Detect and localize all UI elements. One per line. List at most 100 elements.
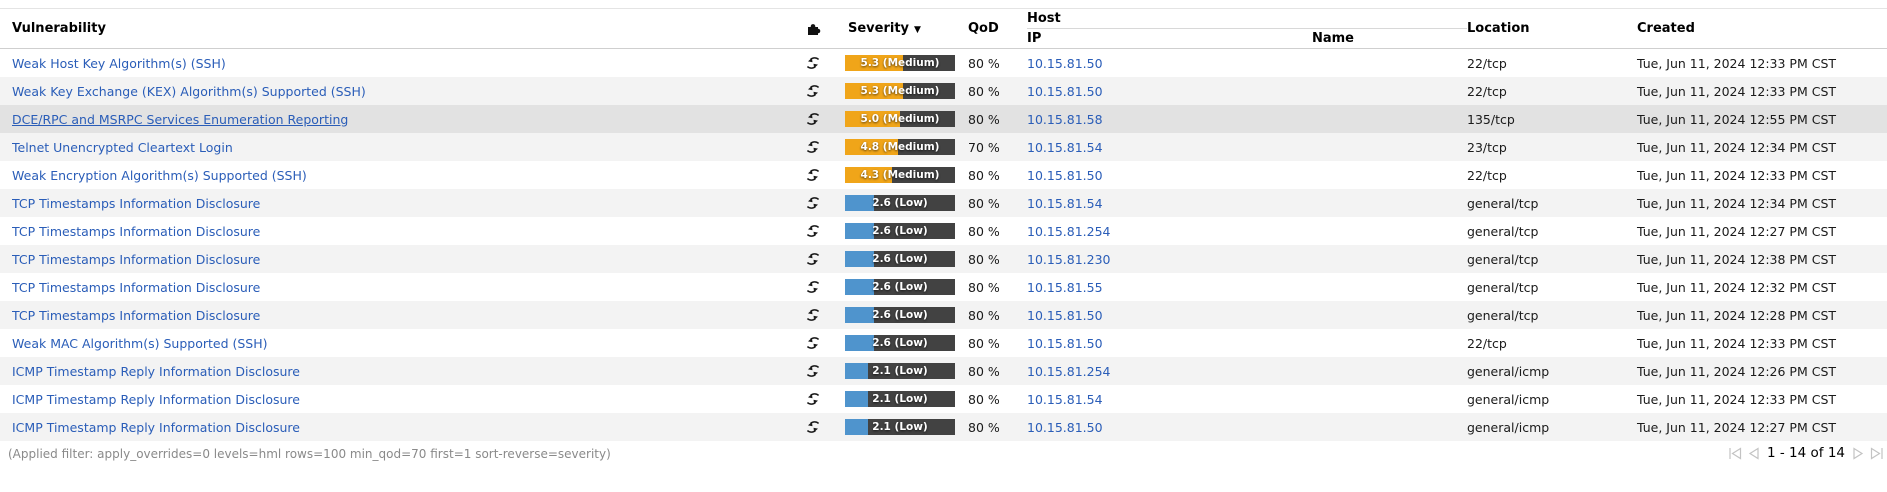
created-value: Tue, Jun 11, 2024 12:27 PM CST	[1637, 223, 1837, 239]
column-header-name[interactable]: Name	[1311, 30, 1354, 46]
qod-value: 80 %	[968, 111, 1000, 127]
host-ip-link[interactable]: 10.15.81.254	[1027, 363, 1111, 379]
location-value: general/tcp	[1467, 307, 1539, 323]
vulnerability-link[interactable]: Weak Key Exchange (KEX) Algorithm(s) Sup…	[12, 83, 366, 99]
host-name-value	[1199, 49, 1467, 77]
severity-bar-fill	[845, 251, 874, 267]
previous-page-icon[interactable]	[1746, 446, 1761, 461]
host-ip-link[interactable]: 10.15.81.50	[1027, 419, 1103, 435]
vulnerability-link[interactable]: TCP Timestamps Information Disclosure	[12, 279, 261, 295]
severity-bar-label: 5.0 (Medium)	[860, 113, 940, 125]
solution-type-workaround-icon	[805, 279, 821, 295]
pagination: 1 - 14 of 14	[1727, 445, 1885, 461]
results-table: Vulnerability Severity ▼ QoD Host IP Nam…	[0, 8, 1887, 441]
severity-bar-label: 2.6 (Low)	[872, 253, 928, 265]
host-ip-link[interactable]: 10.15.81.58	[1027, 111, 1103, 127]
host-ip-link[interactable]: 10.15.81.54	[1027, 391, 1103, 407]
vulnerability-link[interactable]: ICMP Timestamp Reply Information Disclos…	[12, 363, 300, 379]
qod-value: 70 %	[968, 139, 1000, 155]
vulnerability-link[interactable]: Telnet Unencrypted Cleartext Login	[12, 139, 233, 155]
column-header-ip[interactable]: IP	[1027, 30, 1042, 46]
qod-value: 80 %	[968, 307, 1000, 323]
created-value: Tue, Jun 11, 2024 12:33 PM CST	[1637, 55, 1837, 71]
column-header-qod[interactable]: QoD	[968, 21, 999, 36]
severity-bar-fill	[845, 195, 874, 211]
severity-bar: 4.8 (Medium)	[845, 139, 955, 155]
severity-bar-fill	[845, 279, 874, 295]
column-header-created[interactable]: Created	[1637, 21, 1695, 36]
last-page-icon[interactable]	[1868, 446, 1885, 461]
host-ip-link[interactable]: 10.15.81.50	[1027, 55, 1103, 71]
qod-value: 80 %	[968, 335, 1000, 351]
created-value: Tue, Jun 11, 2024 12:32 PM CST	[1637, 279, 1837, 295]
table-row: TCP Timestamps Information Disclosure 2.…	[0, 245, 1887, 273]
column-header-host-group: Host IP Name	[1027, 9, 1467, 48]
host-ip-link[interactable]: 10.15.81.230	[1027, 251, 1111, 267]
created-value: Tue, Jun 11, 2024 12:28 PM CST	[1637, 307, 1837, 323]
host-ip-link[interactable]: 10.15.81.50	[1027, 307, 1103, 323]
host-name-value	[1199, 413, 1467, 441]
solution-type-workaround-icon	[805, 139, 821, 155]
location-value: 22/tcp	[1467, 167, 1507, 183]
solution-type-workaround-icon	[805, 391, 821, 407]
location-value: general/tcp	[1467, 223, 1539, 239]
vulnerability-link[interactable]: Weak MAC Algorithm(s) Supported (SSH)	[12, 335, 268, 351]
severity-bar: 2.1 (Low)	[845, 419, 955, 435]
severity-bar-label: 2.6 (Low)	[872, 309, 928, 321]
qod-value: 80 %	[968, 167, 1000, 183]
severity-bar-label: 2.6 (Low)	[872, 337, 928, 349]
vulnerability-link[interactable]: TCP Timestamps Information Disclosure	[12, 251, 261, 267]
host-ip-link[interactable]: 10.15.81.50	[1027, 167, 1103, 183]
host-ip-link[interactable]: 10.15.81.50	[1027, 335, 1103, 351]
column-header-solution-type[interactable]	[785, 9, 840, 48]
severity-bar-fill	[845, 167, 893, 183]
vulnerability-link[interactable]: ICMP Timestamp Reply Information Disclos…	[12, 391, 300, 407]
host-ip-link[interactable]: 10.15.81.55	[1027, 279, 1103, 295]
vulnerability-link[interactable]: DCE/RPC and MSRPC Services Enumeration R…	[12, 111, 349, 127]
vulnerability-link[interactable]: ICMP Timestamp Reply Information Disclos…	[12, 419, 300, 435]
qod-value: 80 %	[968, 195, 1000, 211]
sort-descending-icon: ▼	[914, 24, 921, 35]
host-ip-link[interactable]: 10.15.81.50	[1027, 83, 1103, 99]
column-header-location[interactable]: Location	[1467, 21, 1530, 36]
vulnerability-link[interactable]: TCP Timestamps Information Disclosure	[12, 195, 261, 211]
first-page-icon[interactable]	[1727, 446, 1744, 461]
location-value: 23/tcp	[1467, 139, 1507, 155]
table-body: Weak Host Key Algorithm(s) (SSH) 5.3 (Me…	[0, 49, 1887, 441]
qod-value: 80 %	[968, 279, 1000, 295]
severity-bar: 2.6 (Low)	[845, 307, 955, 323]
host-ip-link[interactable]: 10.15.81.54	[1027, 195, 1103, 211]
solution-type-workaround-icon	[805, 419, 821, 435]
table-header-row: Vulnerability Severity ▼ QoD Host IP Nam…	[0, 9, 1887, 49]
vulnerability-link[interactable]: TCP Timestamps Information Disclosure	[12, 307, 261, 323]
solution-type-workaround-icon	[805, 363, 821, 379]
severity-bar-fill	[845, 83, 904, 99]
table-row: Weak Key Exchange (KEX) Algorithm(s) Sup…	[0, 77, 1887, 105]
vulnerability-link[interactable]: TCP Timestamps Information Disclosure	[12, 223, 261, 239]
host-ip-link[interactable]: 10.15.81.254	[1027, 223, 1111, 239]
solution-type-workaround-icon	[805, 111, 821, 127]
severity-bar: 5.3 (Medium)	[845, 55, 955, 71]
vulnerability-link[interactable]: Weak Encryption Algorithm(s) Supported (…	[12, 167, 307, 183]
location-value: general/tcp	[1467, 195, 1539, 211]
host-name-value	[1199, 245, 1467, 273]
created-value: Tue, Jun 11, 2024 12:26 PM CST	[1637, 363, 1837, 379]
table-row: TCP Timestamps Information Disclosure 2.…	[0, 273, 1887, 301]
severity-bar: 5.3 (Medium)	[845, 83, 955, 99]
severity-bar-fill	[845, 391, 869, 407]
severity-bar: 4.3 (Medium)	[845, 167, 955, 183]
location-value: general/icmp	[1467, 363, 1550, 379]
host-ip-link[interactable]: 10.15.81.54	[1027, 139, 1103, 155]
host-name-value	[1199, 357, 1467, 385]
host-name-value	[1199, 273, 1467, 301]
vulnerability-link[interactable]: Weak Host Key Algorithm(s) (SSH)	[12, 55, 226, 71]
location-value: 22/tcp	[1467, 83, 1507, 99]
column-header-vulnerability[interactable]: Vulnerability	[12, 21, 106, 36]
pagination-counter: 1 - 14 of 14	[1767, 445, 1845, 461]
table-row: DCE/RPC and MSRPC Services Enumeration R…	[0, 105, 1887, 133]
column-header-severity[interactable]: Severity ▼	[848, 21, 921, 36]
next-page-icon[interactable]	[1851, 446, 1866, 461]
severity-bar-fill	[845, 223, 874, 239]
table-row: Weak Encryption Algorithm(s) Supported (…	[0, 161, 1887, 189]
table-row: Weak Host Key Algorithm(s) (SSH) 5.3 (Me…	[0, 49, 1887, 77]
